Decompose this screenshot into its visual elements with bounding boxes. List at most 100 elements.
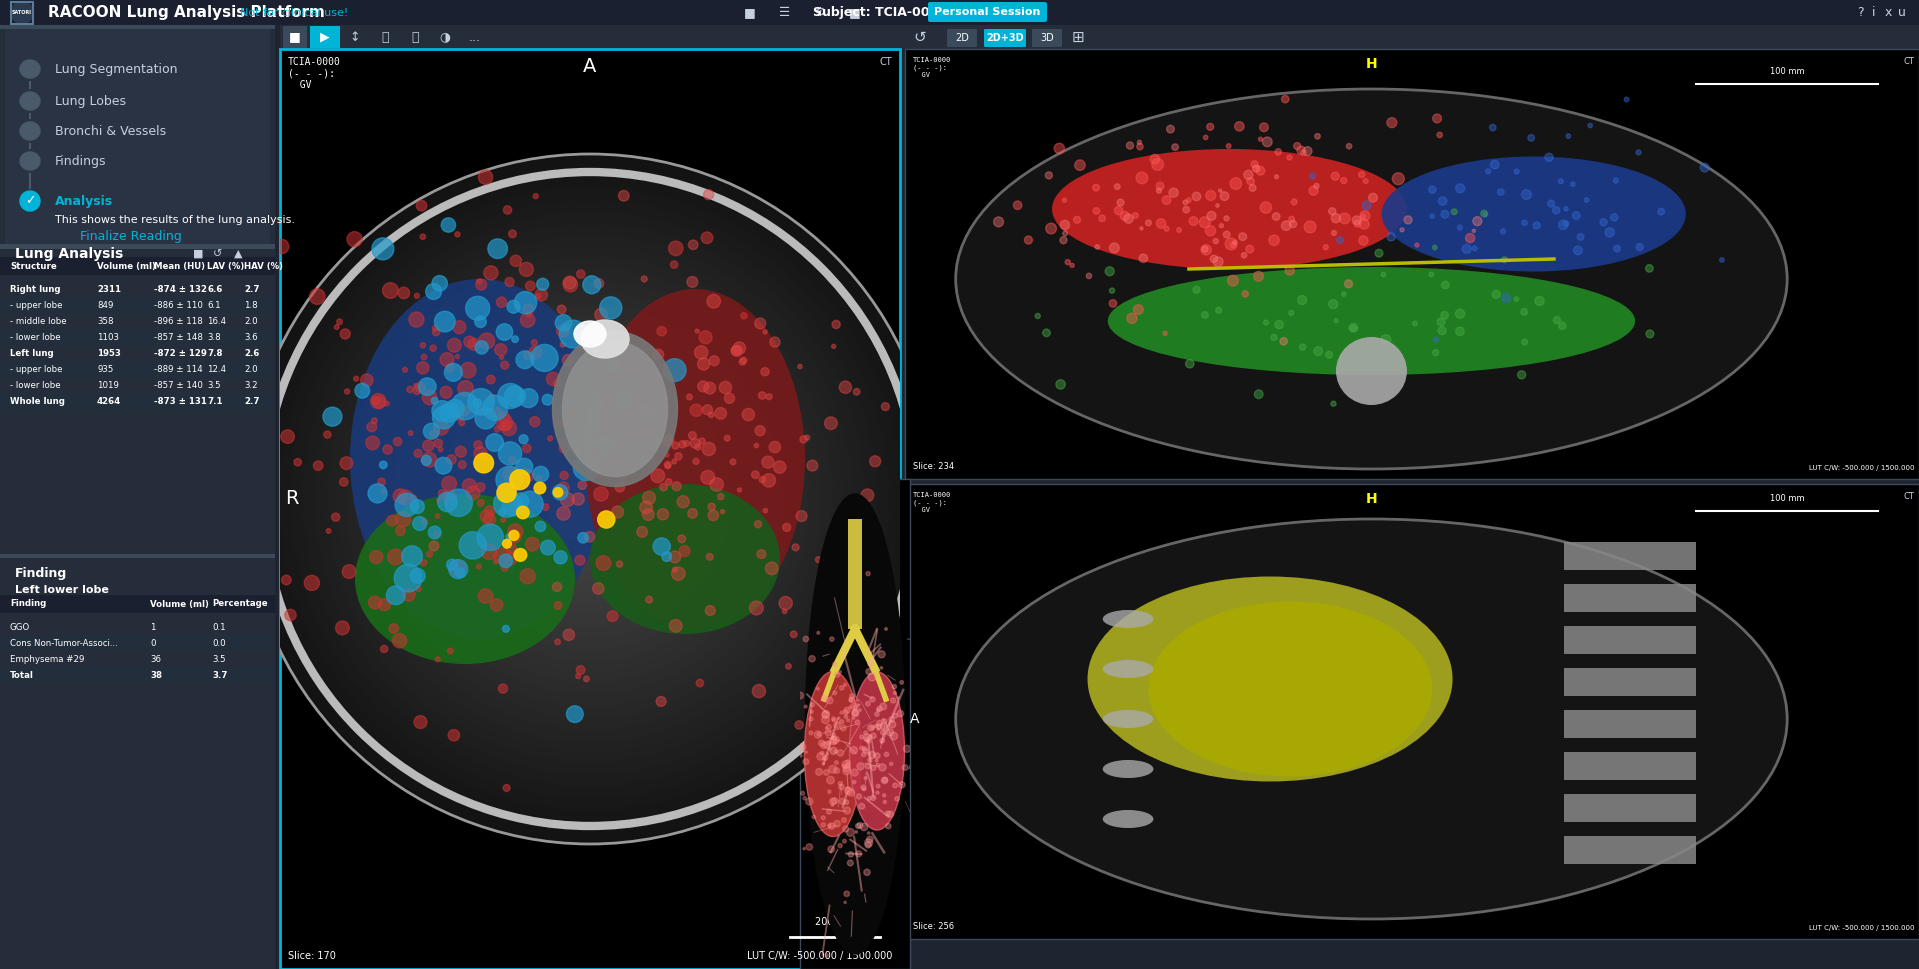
Circle shape xyxy=(885,752,888,757)
Circle shape xyxy=(1063,231,1067,235)
Circle shape xyxy=(484,514,495,525)
Circle shape xyxy=(821,716,829,724)
Circle shape xyxy=(340,328,351,339)
Circle shape xyxy=(372,237,393,260)
Circle shape xyxy=(510,470,530,489)
Circle shape xyxy=(798,743,806,751)
Circle shape xyxy=(1282,95,1290,103)
Circle shape xyxy=(770,337,781,347)
Circle shape xyxy=(888,721,896,728)
Circle shape xyxy=(510,255,522,266)
Bar xyxy=(0,25,274,29)
Circle shape xyxy=(457,366,723,632)
Circle shape xyxy=(1382,334,1391,345)
Circle shape xyxy=(862,752,865,757)
Text: 935: 935 xyxy=(98,364,113,373)
Circle shape xyxy=(1290,220,1297,228)
Circle shape xyxy=(1280,337,1288,345)
Circle shape xyxy=(810,656,816,662)
Circle shape xyxy=(1637,150,1641,155)
Circle shape xyxy=(1268,235,1280,245)
Circle shape xyxy=(418,378,436,395)
Circle shape xyxy=(524,351,532,359)
Circle shape xyxy=(697,679,704,687)
Circle shape xyxy=(823,741,831,748)
Circle shape xyxy=(1315,183,1318,188)
Circle shape xyxy=(643,491,656,504)
Circle shape xyxy=(535,521,545,532)
Circle shape xyxy=(274,239,288,254)
Circle shape xyxy=(846,523,856,533)
Circle shape xyxy=(823,769,829,775)
Circle shape xyxy=(865,839,873,847)
Circle shape xyxy=(852,710,860,716)
Circle shape xyxy=(509,456,516,463)
Circle shape xyxy=(867,831,869,834)
Circle shape xyxy=(708,412,714,418)
Circle shape xyxy=(835,761,839,765)
Circle shape xyxy=(436,657,439,662)
Circle shape xyxy=(879,764,887,771)
Circle shape xyxy=(380,461,388,469)
Circle shape xyxy=(856,824,860,828)
Circle shape xyxy=(865,737,869,741)
Circle shape xyxy=(814,731,821,738)
Circle shape xyxy=(424,334,754,664)
Circle shape xyxy=(384,445,391,454)
Circle shape xyxy=(499,684,509,693)
Circle shape xyxy=(846,828,854,836)
Circle shape xyxy=(1305,221,1316,233)
Circle shape xyxy=(825,953,829,957)
Circle shape xyxy=(850,703,858,710)
Circle shape xyxy=(553,484,568,500)
Circle shape xyxy=(367,422,376,432)
Circle shape xyxy=(1315,134,1320,140)
Circle shape xyxy=(1441,281,1449,289)
Circle shape xyxy=(860,824,867,830)
Circle shape xyxy=(844,800,848,804)
Circle shape xyxy=(783,523,791,531)
Circle shape xyxy=(1528,135,1535,141)
Circle shape xyxy=(658,509,668,520)
Circle shape xyxy=(1240,233,1247,240)
Text: 200 mm: 200 mm xyxy=(816,917,856,927)
Circle shape xyxy=(522,444,532,453)
Circle shape xyxy=(1140,227,1144,230)
Circle shape xyxy=(883,719,887,723)
Circle shape xyxy=(760,367,770,376)
Circle shape xyxy=(865,842,871,848)
Circle shape xyxy=(390,624,399,633)
Circle shape xyxy=(420,234,426,239)
Circle shape xyxy=(821,710,829,718)
Circle shape xyxy=(1249,184,1257,191)
Circle shape xyxy=(626,440,631,447)
Circle shape xyxy=(1441,210,1449,218)
Circle shape xyxy=(1046,223,1057,234)
Text: 6.6: 6.6 xyxy=(207,285,223,294)
Circle shape xyxy=(862,785,865,790)
Circle shape xyxy=(1219,189,1222,192)
Circle shape xyxy=(654,436,660,440)
Circle shape xyxy=(19,191,40,211)
Circle shape xyxy=(881,723,887,730)
Circle shape xyxy=(1328,207,1336,215)
Circle shape xyxy=(405,314,775,684)
Circle shape xyxy=(382,290,798,708)
Circle shape xyxy=(269,178,912,820)
Circle shape xyxy=(1115,184,1121,190)
Circle shape xyxy=(1497,189,1504,196)
Circle shape xyxy=(762,456,773,468)
Circle shape xyxy=(1136,143,1144,150)
Circle shape xyxy=(833,736,839,743)
Text: 849: 849 xyxy=(98,300,113,309)
Circle shape xyxy=(1117,200,1125,206)
Circle shape xyxy=(858,708,862,711)
Circle shape xyxy=(718,493,723,500)
Circle shape xyxy=(871,766,875,770)
Bar xyxy=(0,619,274,635)
Bar xyxy=(0,257,274,275)
Circle shape xyxy=(875,764,879,766)
Circle shape xyxy=(294,458,301,466)
Circle shape xyxy=(842,761,850,768)
Circle shape xyxy=(860,803,865,809)
